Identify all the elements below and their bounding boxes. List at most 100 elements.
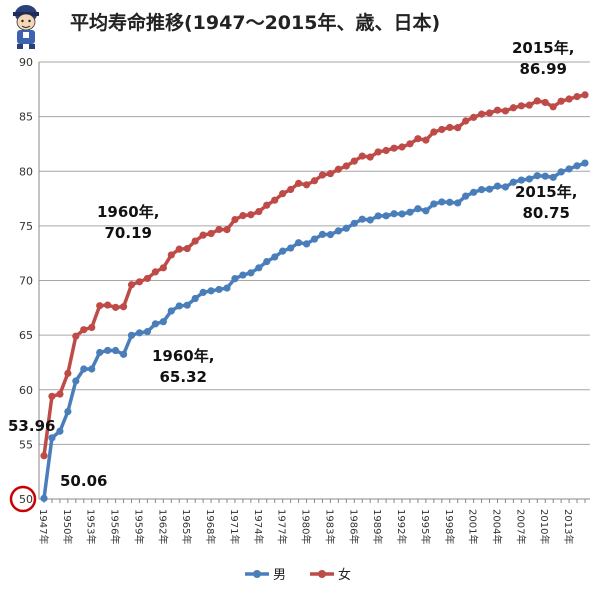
data-point-male — [430, 200, 438, 208]
data-point-male — [175, 302, 183, 310]
data-point-male — [477, 186, 486, 194]
data-point-male — [318, 230, 327, 238]
annotation-male-1947-value: 50.06 — [60, 472, 108, 490]
x-tick-label: 1962年 — [156, 509, 169, 544]
data-point-female — [159, 264, 167, 272]
data-point-female — [231, 215, 239, 224]
annotation-male-2015-value: 80.75 — [522, 204, 570, 222]
legend-label: 女 — [338, 567, 351, 583]
highlight-circle — [9, 485, 37, 513]
data-point-female — [358, 152, 366, 160]
x-tick-label: 1989年 — [371, 509, 384, 544]
data-point-male — [119, 350, 128, 358]
data-point-male — [215, 285, 223, 294]
annotation-male-1960-value: 65.32 — [159, 368, 207, 386]
data-point-male — [509, 178, 517, 186]
data-point-male — [56, 427, 64, 435]
annotation-male-2015-year: 2015年, — [515, 183, 578, 201]
data-point-female — [581, 91, 589, 99]
data-point-male — [533, 172, 541, 180]
data-point-male — [573, 162, 581, 170]
annotation-female-1947: 53.96 — [8, 416, 55, 437]
data-point-female — [271, 196, 279, 204]
data-point-female — [470, 113, 478, 121]
chart-title: 平均寿命推移(1947～2015年、歳、日本) — [70, 12, 441, 34]
data-point-female — [477, 110, 486, 118]
x-tick-label: 1986年 — [347, 509, 360, 544]
data-point-male — [263, 257, 271, 266]
data-point-male — [470, 188, 478, 196]
data-point-male — [143, 328, 152, 336]
x-tick-label: 1953年 — [85, 509, 98, 544]
data-point-male — [446, 198, 454, 206]
data-point-female — [525, 101, 533, 109]
x-tick-label: 1974年 — [252, 509, 265, 544]
x-tick-label: 1947年 — [37, 509, 50, 544]
data-point-female — [557, 97, 565, 105]
data-point-female — [119, 303, 128, 311]
data-point-male — [565, 165, 573, 173]
data-point-male — [541, 172, 549, 180]
data-point-male — [40, 494, 48, 502]
data-point-female — [573, 93, 581, 101]
data-point-female — [422, 136, 430, 144]
data-point-female — [374, 148, 382, 156]
data-point-female — [485, 109, 494, 117]
data-point-female — [96, 302, 104, 310]
data-point-male — [517, 176, 525, 184]
x-tick-label: 1959年 — [132, 509, 145, 544]
data-point-female — [199, 231, 207, 239]
y-tick-label: 80 — [19, 165, 33, 178]
data-point-female — [382, 146, 390, 155]
data-point-male — [454, 199, 462, 207]
y-tick-label: 60 — [19, 384, 33, 397]
annotation-female-1960-year: 1960年, — [97, 203, 160, 221]
y-tick-label: 90 — [19, 56, 33, 69]
data-point-male — [493, 182, 502, 190]
data-point-male — [247, 269, 255, 277]
data-point-female — [135, 278, 144, 286]
data-point-male — [72, 377, 80, 385]
data-point-male — [557, 168, 565, 176]
data-point-female — [64, 369, 72, 377]
data-point-male — [135, 329, 144, 337]
data-point-male — [294, 239, 303, 247]
data-point-male — [151, 320, 159, 328]
data-point-male — [549, 173, 557, 181]
x-tick-label: 1995年 — [419, 509, 432, 544]
data-point-female — [80, 326, 88, 334]
data-point-female — [517, 102, 525, 110]
data-point-male — [334, 227, 342, 235]
data-point-male — [581, 159, 589, 167]
annotation-female-1960: 1960年, 70.19 — [97, 202, 159, 244]
data-point-female — [143, 274, 152, 283]
data-point-female — [398, 143, 406, 151]
data-point-male — [271, 253, 279, 261]
data-point-male — [279, 247, 287, 255]
data-point-female — [263, 201, 271, 209]
data-point-male — [350, 219, 358, 227]
data-point-male — [191, 294, 199, 303]
data-point-male — [199, 288, 207, 297]
data-point-female — [462, 117, 470, 125]
x-tick-label: 2004年 — [490, 509, 503, 544]
data-point-female — [501, 107, 510, 115]
data-point-female — [72, 332, 80, 340]
data-point-male — [183, 301, 191, 309]
data-point-female — [127, 281, 136, 289]
x-tick-label: 1968年 — [204, 509, 217, 544]
data-point-female — [533, 97, 541, 105]
data-point-female — [104, 301, 112, 309]
data-point-female — [239, 212, 247, 220]
data-point-male — [239, 271, 247, 279]
data-point-male — [112, 346, 120, 355]
data-point-female — [326, 170, 335, 178]
data-point-female — [151, 268, 159, 276]
data-point-female — [318, 171, 327, 179]
data-point-female — [191, 237, 199, 245]
data-point-male — [438, 198, 446, 206]
data-point-female — [88, 323, 96, 332]
x-tick-label: 2001年 — [467, 509, 480, 544]
data-point-female — [310, 177, 319, 185]
